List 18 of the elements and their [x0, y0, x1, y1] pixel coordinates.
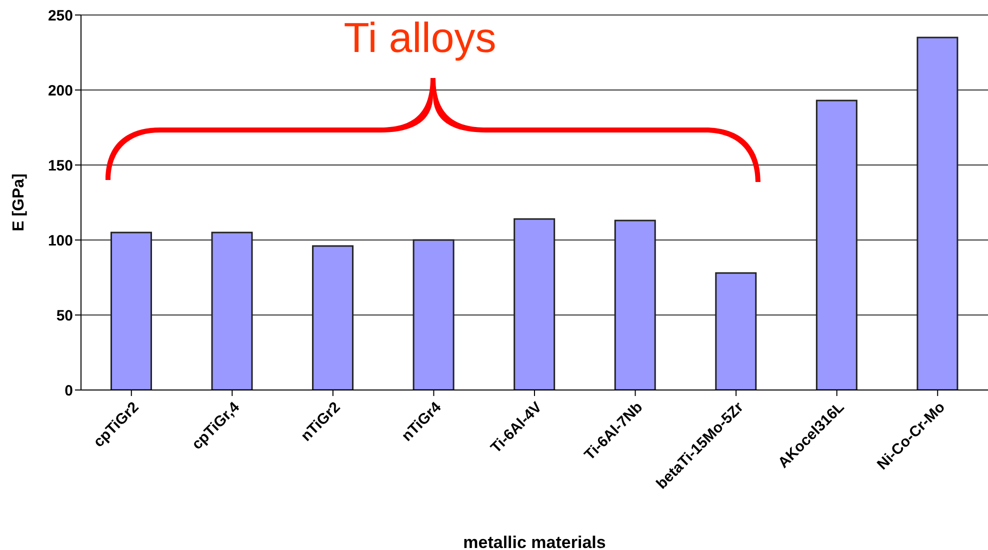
bar	[412, 239, 454, 390]
bar	[816, 100, 858, 390]
bar	[715, 272, 757, 390]
y-tick-label: 100	[48, 232, 73, 250]
y-tick-label: 150	[48, 157, 73, 174]
bar	[312, 245, 354, 390]
bar	[614, 220, 656, 390]
x-axis-title: metallic materials	[463, 533, 606, 550]
bar	[916, 36, 958, 390]
y-axis-title: E [GPa]	[10, 174, 28, 232]
y-tick-label: 50	[56, 307, 73, 324]
bar	[110, 232, 152, 390]
y-tick-label: 250	[48, 7, 73, 24]
y-tick-label: 200	[48, 82, 73, 100]
annotation: Ti alloys	[344, 14, 496, 61]
y-tick-label: 0	[64, 382, 73, 400]
bar	[211, 232, 253, 390]
bar	[514, 218, 556, 390]
